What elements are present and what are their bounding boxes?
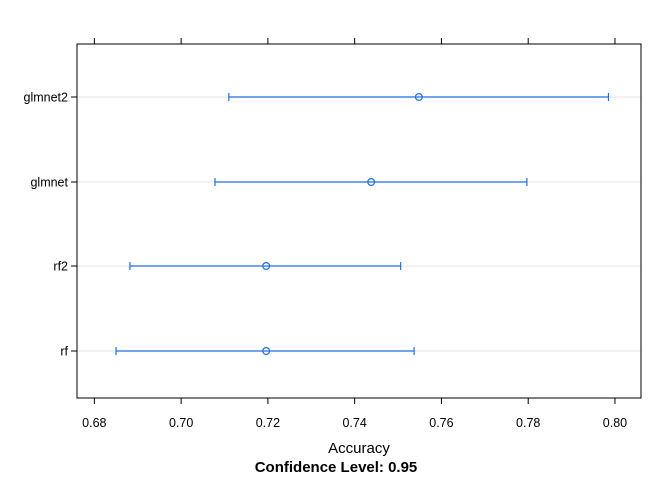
x-tick-label: 0.70 <box>169 416 193 430</box>
point-estimate <box>262 347 271 356</box>
x-axis: 0.68 0.70 0.72 0.74 0.76 0.78 0.80 <box>82 398 627 430</box>
point-estimate <box>262 262 271 271</box>
x-tick-label: 0.74 <box>342 416 366 430</box>
x-tick-label: 0.76 <box>429 416 453 430</box>
confidence-level-label: Confidence Level: 0.95 <box>255 459 418 476</box>
x-tick-label: 0.72 <box>256 416 280 430</box>
top-axis-ticks <box>93 38 616 44</box>
y-category-label: glmnet <box>30 176 68 190</box>
interval-marks <box>115 92 610 356</box>
x-tick-label: 0.78 <box>516 416 540 430</box>
y-category-label: rf2 <box>53 260 68 274</box>
point-estimate <box>367 178 376 187</box>
x-tick-label: 0.68 <box>82 416 106 430</box>
x-axis-title: Accuracy <box>328 440 390 457</box>
y-axis: glmnet2 glmnet rf2 rf <box>24 91 77 359</box>
point-estimate <box>414 92 423 101</box>
y-category-label: glmnet2 <box>24 91 69 105</box>
x-tick-label: 0.80 <box>603 416 627 430</box>
grid-lines <box>77 96 641 352</box>
plot-frame <box>76 43 642 399</box>
y-category-label: rf <box>60 345 68 359</box>
